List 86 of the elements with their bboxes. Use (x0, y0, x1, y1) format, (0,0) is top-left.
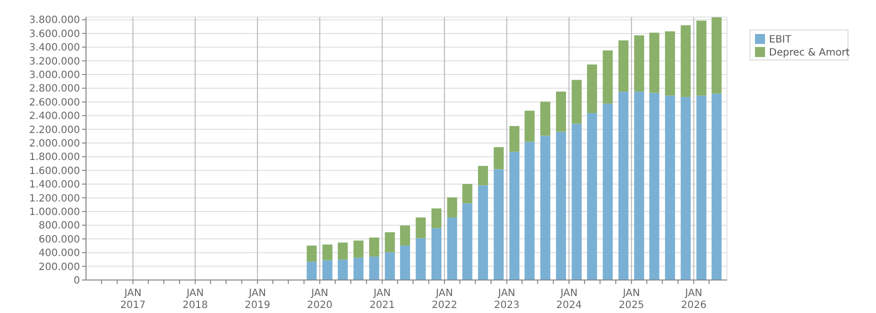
bar (572, 80, 582, 124)
bar (338, 260, 348, 280)
bar (369, 238, 380, 257)
y-tick-label: 3.400.000 (29, 42, 80, 54)
x-tick-label: JAN 2018 (182, 288, 208, 311)
bar (478, 166, 488, 186)
y-tick-label: 3.200.000 (29, 56, 80, 68)
bar (556, 132, 566, 280)
bar (306, 262, 317, 280)
bar (696, 96, 706, 280)
bar (634, 92, 644, 280)
x-tick-label: JAN 2021 (369, 288, 395, 311)
x-tick-label: JAN 2017 (120, 288, 146, 311)
bar (494, 169, 504, 280)
y-tick-label: 2.800.000 (29, 84, 80, 95)
bar (478, 185, 488, 280)
bar (322, 260, 332, 280)
bar (306, 246, 317, 262)
y-tick-label: 600.000 (38, 234, 80, 246)
y-tick-label: 3.800.000 (29, 15, 80, 26)
bar (384, 232, 395, 252)
bar (494, 147, 504, 170)
bar (369, 256, 380, 280)
x-tick-label: JAN 2026 (681, 288, 706, 311)
y-tick-label: 1.400.000 (29, 180, 80, 191)
bar (680, 96, 691, 280)
y-tick-label: 2.200.000 (29, 124, 80, 136)
bar (602, 50, 613, 104)
y-tick-label: 400.000 (38, 248, 80, 260)
bar (431, 228, 442, 280)
bar (618, 92, 628, 280)
y-tick-label: 2.000.000 (29, 138, 80, 150)
bar (509, 152, 520, 280)
bar (680, 25, 691, 97)
x-tick-label: JAN 2020 (307, 288, 332, 311)
bar (524, 110, 535, 142)
x-tick-label: JAN 2022 (432, 288, 458, 311)
bar (618, 40, 628, 92)
bar (447, 217, 458, 280)
bar (400, 246, 410, 280)
y-tick-label: 800.000 (38, 220, 80, 232)
x-tick-label: JAN 2019 (244, 288, 270, 311)
bar (462, 184, 472, 204)
bar (634, 35, 644, 92)
bar (540, 136, 550, 280)
y-tick-label: 1.000.000 (29, 207, 80, 218)
y-tick-label: 3.000.000 (29, 70, 80, 82)
bar (587, 64, 598, 114)
y-tick-label: 2.600.000 (29, 97, 80, 108)
bar (572, 124, 582, 280)
bar (431, 208, 442, 228)
bar (353, 258, 364, 280)
y-tick-label: 2.400.000 (29, 111, 80, 122)
bar (524, 142, 535, 280)
bar (556, 92, 566, 132)
x-tick-label: JAN 2023 (494, 288, 520, 311)
bar (712, 94, 722, 280)
bar (602, 104, 613, 280)
bar (665, 31, 676, 96)
bar (447, 197, 458, 218)
bar (649, 92, 660, 280)
bar (540, 102, 550, 136)
bar (416, 217, 426, 238)
y-tick-label: 1.600.000 (29, 166, 80, 177)
bar (338, 242, 348, 260)
bar (665, 96, 676, 280)
bar (416, 238, 426, 280)
legend-label: EBIT (769, 34, 792, 46)
y-tick-label: 1.200.000 (29, 193, 80, 204)
y-tick-label: 3.600.000 (29, 28, 80, 40)
bar (322, 244, 332, 260)
bar (696, 20, 706, 96)
bar (712, 17, 722, 94)
y-tick-label: 1.800.000 (29, 152, 80, 164)
legend-label: Deprec & Amort (769, 48, 850, 58)
y-tick-label: 200.000 (38, 262, 80, 273)
x-tick-label: JAN 2025 (618, 288, 644, 311)
bar (587, 113, 598, 280)
bar (462, 203, 472, 280)
bar (384, 252, 395, 280)
bar (353, 240, 364, 258)
bar (649, 32, 660, 93)
bar (400, 225, 410, 246)
x-tick-label: JAN 2024 (556, 288, 582, 311)
bar (509, 126, 520, 152)
y-tick-label: 0 (74, 276, 80, 286)
